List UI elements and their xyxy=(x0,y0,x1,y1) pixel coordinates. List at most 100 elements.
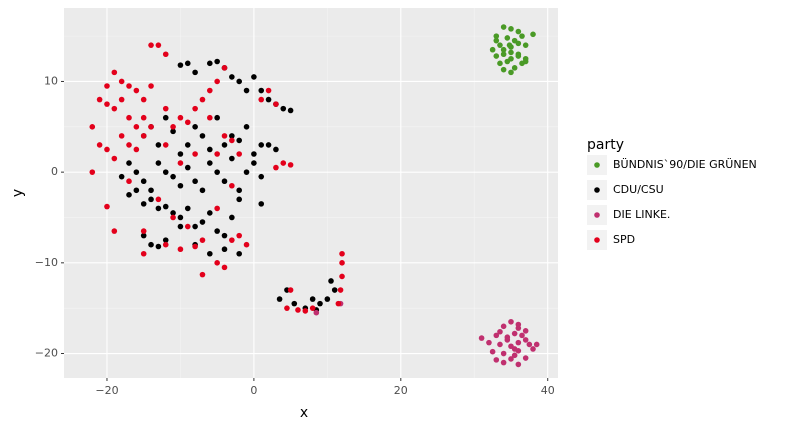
point xyxy=(199,187,206,194)
point xyxy=(118,96,125,103)
point xyxy=(515,53,522,59)
point xyxy=(118,173,125,180)
point xyxy=(335,300,342,307)
point xyxy=(500,350,507,357)
point xyxy=(177,151,184,157)
point xyxy=(177,182,184,189)
point xyxy=(96,142,103,148)
point xyxy=(508,69,514,76)
point xyxy=(133,123,140,130)
point xyxy=(258,201,265,207)
point xyxy=(309,296,316,302)
point xyxy=(133,87,140,94)
point xyxy=(207,210,213,216)
point xyxy=(533,341,540,348)
point xyxy=(207,160,213,166)
point xyxy=(506,42,513,48)
point xyxy=(118,133,125,139)
point xyxy=(133,187,140,194)
point xyxy=(243,87,250,94)
point xyxy=(236,151,242,157)
point xyxy=(192,123,198,130)
point xyxy=(339,260,345,266)
point xyxy=(522,42,529,48)
point xyxy=(511,352,518,359)
point xyxy=(522,337,529,343)
point xyxy=(184,223,191,230)
point xyxy=(497,42,503,48)
point xyxy=(221,246,228,253)
point xyxy=(162,114,169,121)
point xyxy=(111,69,118,76)
point xyxy=(511,330,518,337)
point xyxy=(126,178,132,185)
point xyxy=(214,78,220,85)
point xyxy=(214,151,220,157)
point xyxy=(522,58,529,65)
point xyxy=(214,205,220,212)
x-tick-label: 20 xyxy=(394,384,408,397)
point xyxy=(229,155,235,162)
point xyxy=(221,264,228,271)
point xyxy=(229,182,235,189)
point xyxy=(170,173,176,180)
point xyxy=(273,146,279,153)
point xyxy=(508,318,514,325)
point xyxy=(504,35,511,41)
point xyxy=(493,37,500,44)
point xyxy=(504,337,511,343)
point xyxy=(214,58,220,65)
point xyxy=(126,192,132,198)
x-axis-label: x xyxy=(300,405,308,421)
point xyxy=(489,46,496,53)
point xyxy=(522,328,529,334)
point xyxy=(199,219,206,225)
point xyxy=(192,223,198,230)
point xyxy=(493,33,500,39)
point xyxy=(207,146,213,153)
point xyxy=(500,323,507,330)
point xyxy=(515,339,522,346)
y-tick-label: 10 xyxy=(44,74,58,87)
y-tick-label: −10 xyxy=(35,256,58,269)
point xyxy=(515,361,522,368)
point xyxy=(526,341,533,348)
point xyxy=(118,78,125,85)
point xyxy=(337,287,344,293)
point xyxy=(478,335,485,341)
point xyxy=(229,133,235,139)
point xyxy=(515,28,522,35)
point xyxy=(177,114,184,121)
legend-title: party xyxy=(587,137,624,153)
point xyxy=(177,246,184,253)
point xyxy=(140,201,147,207)
point xyxy=(214,114,220,121)
point xyxy=(508,26,514,32)
point xyxy=(155,243,162,250)
point xyxy=(199,133,206,139)
point xyxy=(199,96,206,103)
point xyxy=(170,128,176,135)
point xyxy=(177,223,184,230)
point xyxy=(162,142,169,148)
point xyxy=(221,232,228,239)
point xyxy=(309,305,316,311)
point xyxy=(126,83,132,89)
legend-swatch xyxy=(594,237,600,243)
point xyxy=(221,133,228,139)
point xyxy=(284,305,290,311)
point xyxy=(486,339,492,346)
point xyxy=(199,237,206,243)
point xyxy=(519,332,525,339)
point xyxy=(214,169,220,175)
point xyxy=(236,250,242,257)
point xyxy=(331,287,338,293)
point xyxy=(493,357,500,363)
point xyxy=(295,307,301,313)
point xyxy=(199,271,206,278)
point xyxy=(287,162,294,168)
point xyxy=(221,65,228,71)
point xyxy=(140,228,147,234)
point xyxy=(236,196,242,203)
point xyxy=(162,203,169,210)
